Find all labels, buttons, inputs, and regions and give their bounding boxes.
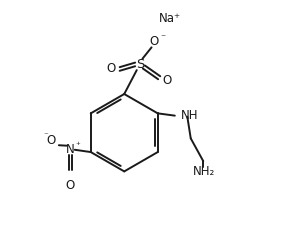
Text: NH₂: NH₂ bbox=[193, 165, 216, 178]
Text: ⁻: ⁻ bbox=[43, 132, 48, 141]
Text: N: N bbox=[66, 143, 75, 156]
Text: O: O bbox=[47, 134, 56, 147]
Text: Na⁺: Na⁺ bbox=[159, 12, 181, 25]
Text: ⁻: ⁻ bbox=[160, 33, 165, 43]
Text: O: O bbox=[106, 63, 116, 76]
Text: ⁺: ⁺ bbox=[75, 141, 80, 150]
Text: O: O bbox=[149, 35, 158, 48]
Text: O: O bbox=[66, 179, 75, 192]
Text: NH: NH bbox=[181, 109, 199, 122]
Text: S: S bbox=[136, 58, 144, 71]
Text: O: O bbox=[163, 74, 172, 87]
